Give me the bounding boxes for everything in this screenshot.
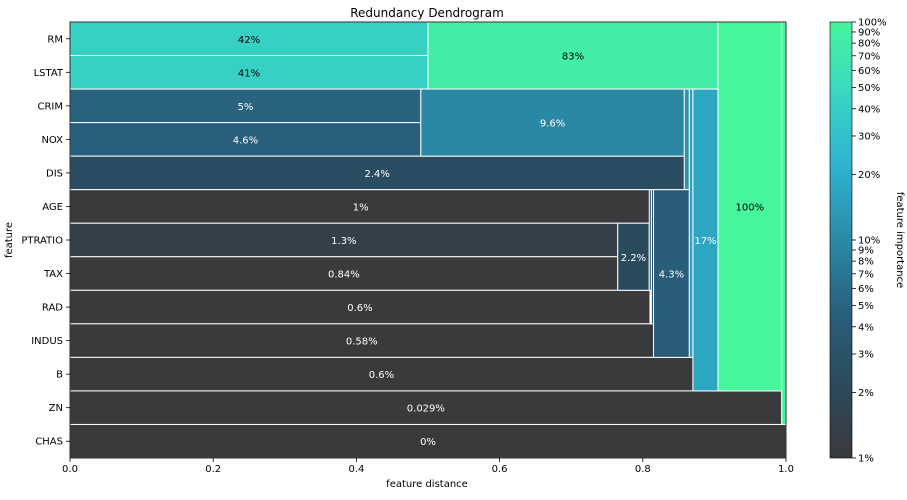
leaf-bar-indus (69, 323, 655, 358)
y-tick-label: B (56, 370, 63, 381)
leaf-label-chas: 0% (420, 437, 436, 448)
x-tick-label: 0.2 (205, 464, 221, 475)
colorbar-tick-label: 20% (858, 170, 880, 181)
leaf-label-age: 1% (353, 202, 369, 213)
cluster-label-10: 100% (736, 202, 765, 213)
colorbar-label: feature importance (894, 192, 905, 288)
colorbar-tick-label: 50% (858, 83, 880, 94)
cluster-label-7: 4.3% (659, 270, 684, 281)
leaf-label-b: 0.6% (369, 370, 394, 381)
y-axis-label: feature (4, 222, 15, 258)
y-tick-label: INDUS (31, 336, 63, 347)
x-tick-label: 0.4 (348, 464, 364, 475)
y-tick-label: TAX (43, 269, 63, 280)
cluster-label-2: 9.6% (540, 119, 565, 130)
leaf-label-indus: 0.58% (346, 337, 378, 348)
colorbar-tick-label: 60% (858, 66, 880, 77)
cluster-bar-7 (653, 189, 690, 358)
colorbar (829, 21, 853, 459)
cluster-bar-4 (617, 222, 650, 291)
colorbar-tick-label: 3% (858, 349, 874, 360)
y-tick-label: CRIM (37, 101, 63, 112)
leaf-label-lstat: 41% (238, 68, 260, 79)
colorbar-tick-label: 80% (858, 39, 880, 50)
y-tick-label: LSTAT (34, 68, 64, 79)
leaf-label-dis: 2.4% (364, 169, 389, 180)
cluster-bar-8 (688, 88, 694, 358)
cluster-bar-2 (420, 88, 685, 157)
cluster-bar-11 (781, 21, 787, 425)
leaf-label-rm: 42% (238, 35, 260, 46)
colorbar-tick-label: 30% (858, 131, 880, 142)
cluster-bar-9 (692, 88, 719, 392)
colorbar-tick-label: 8% (858, 257, 874, 268)
x-tick-label: 1.0 (778, 464, 794, 475)
colorbar-tick-label: 7% (858, 269, 874, 280)
chart-title: Redundancy Dendrogram (350, 6, 504, 20)
leaf-bar-crim (69, 88, 422, 124)
leaf-label-ptratio: 1.3% (331, 236, 356, 247)
colorbar-tick-label: 100% (858, 18, 887, 29)
leaf-label-zn: 0.029% (407, 404, 445, 415)
colorbar-tick-label: 70% (858, 51, 880, 62)
colorbar-tick-label: 1% (858, 454, 874, 465)
y-tick-label: DIS (46, 168, 63, 179)
colorbar-tick-label: 10% (858, 236, 880, 247)
y-tick-label: NOX (41, 135, 63, 146)
colorbar-tick-label: 40% (858, 104, 880, 115)
colorbar-tick-label: 5% (858, 301, 874, 312)
x-tick-label: 0.0 (62, 464, 78, 475)
colorbar-tick-label: 90% (858, 27, 880, 38)
cluster-bar-10 (717, 21, 783, 392)
y-tick-label: CHAS (35, 437, 63, 448)
y-tick-label: AGE (42, 202, 63, 213)
y-tick-label: RAD (42, 303, 63, 314)
cluster-label-1: 83% (562, 52, 584, 63)
leaf-bar-rm (69, 21, 429, 57)
x-tick-label: 0.8 (635, 464, 651, 475)
cluster-bar-3 (683, 88, 690, 191)
y-tick-label: PTRATIO (21, 236, 63, 247)
leaf-label-tax: 0.84% (328, 270, 360, 281)
leaf-label-nox: 4.6% (233, 135, 258, 146)
leaf-label-crim: 5% (237, 102, 253, 113)
leaf-bar-lstat (69, 55, 429, 90)
colorbar-tick-label: 9% (858, 245, 874, 256)
colorbar-tick-label: 2% (858, 388, 874, 399)
cluster-label-9: 17% (694, 236, 716, 247)
y-tick-label: ZN (49, 403, 63, 414)
x-tick-label: 0.6 (492, 464, 508, 475)
colorbar-tick-label: 4% (858, 322, 874, 333)
x-axis-label: feature distance (386, 479, 468, 490)
leaf-bar-zn (69, 390, 783, 425)
y-tick-label: RM (47, 34, 63, 45)
colorbar-tick-label: 6% (858, 284, 874, 295)
leaf-label-rad: 0.6% (347, 303, 372, 314)
cluster-label-4: 2.2% (621, 253, 646, 264)
